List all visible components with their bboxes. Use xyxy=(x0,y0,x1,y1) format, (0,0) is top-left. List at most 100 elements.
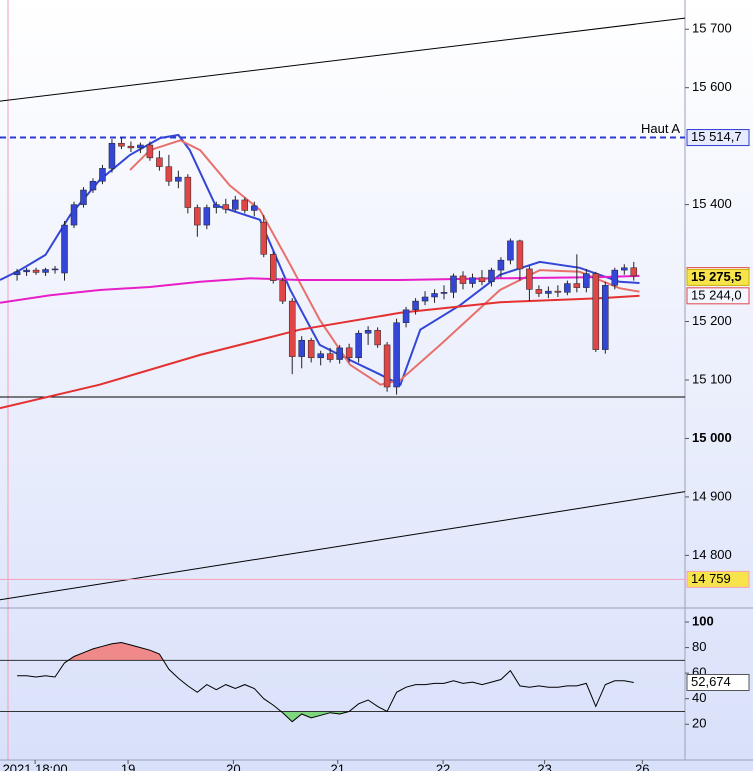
candle-body xyxy=(307,339,315,359)
candle-body xyxy=(251,205,258,211)
candle-body xyxy=(70,204,78,226)
trendline xyxy=(0,17,686,102)
candle-body xyxy=(393,322,400,388)
trendline xyxy=(0,491,686,601)
candle-body xyxy=(355,332,362,359)
level-label-box xyxy=(686,570,750,588)
candle-body xyxy=(545,290,552,294)
y-tick-label: 20 xyxy=(692,716,706,731)
candle-body xyxy=(232,199,239,210)
candle-body xyxy=(374,330,381,346)
candle-body xyxy=(23,269,30,273)
level-text: Haut A xyxy=(641,121,680,136)
price-label: 52,674 xyxy=(691,674,731,689)
candle-body xyxy=(573,283,581,288)
candle-body xyxy=(326,353,334,360)
candle-body xyxy=(288,300,296,357)
candle-body xyxy=(412,300,419,311)
y-tick-label: 15 600 xyxy=(692,79,732,94)
overbought-fill xyxy=(68,642,164,661)
candle-body xyxy=(611,269,619,286)
y-tick-label: 15 100 xyxy=(692,371,732,386)
candle-body xyxy=(602,285,609,350)
candle-body xyxy=(421,296,429,302)
candle-body xyxy=(583,273,590,288)
level-label-box xyxy=(686,129,750,147)
candle-body xyxy=(51,268,59,271)
candle-body xyxy=(630,267,638,277)
candle-body xyxy=(222,204,230,210)
candle-body xyxy=(431,293,438,298)
candle-body xyxy=(194,207,201,226)
candle-body xyxy=(488,269,495,283)
candle-body xyxy=(516,240,524,270)
candle-body xyxy=(469,277,476,284)
candle-body xyxy=(99,168,106,182)
price-label-box xyxy=(686,287,750,305)
candle-body xyxy=(478,277,486,283)
candle-body xyxy=(203,207,211,226)
candle-body xyxy=(146,144,154,159)
y-tick-label: 100 xyxy=(692,613,714,628)
candle-body xyxy=(364,330,372,334)
y-tick-label: 14 800 xyxy=(692,547,732,562)
candle-body xyxy=(175,176,182,182)
candle-body xyxy=(402,309,410,323)
moving-average xyxy=(0,294,640,410)
candle-body xyxy=(440,292,448,294)
candle-body xyxy=(127,145,135,149)
candle-body xyxy=(184,176,192,208)
moving-average xyxy=(129,139,640,386)
price-label: 15 244,0 xyxy=(691,287,742,302)
x-tick-label: 26 xyxy=(635,761,649,771)
x-tick-label: 23 xyxy=(537,761,551,771)
x-tick-label: 22 xyxy=(436,761,450,771)
y-tick-label: 15 000 xyxy=(692,430,732,445)
candle-body xyxy=(317,353,324,359)
moving-average xyxy=(0,274,640,304)
candle-body xyxy=(592,273,600,350)
candle-body xyxy=(165,166,173,182)
x-tick-label: 21 xyxy=(331,761,345,771)
price-label-box xyxy=(686,674,750,692)
candle-body xyxy=(345,347,353,359)
y-tick-label: 15 400 xyxy=(692,196,732,211)
candle-body xyxy=(80,189,87,205)
y-tick-label: 15 700 xyxy=(692,21,732,36)
price-label: 15 275,5 xyxy=(691,269,742,284)
candle-body xyxy=(241,199,249,211)
candle-body xyxy=(459,275,467,284)
oversold-fill xyxy=(281,711,388,722)
candle-body xyxy=(156,157,163,167)
candle-body xyxy=(497,259,505,271)
y-tick-label: 14 900 xyxy=(692,488,732,503)
candle-body xyxy=(89,180,97,191)
candle-body xyxy=(383,344,391,388)
x-tick-label: 19 xyxy=(121,761,135,771)
candle-body xyxy=(450,275,457,293)
candle-body xyxy=(260,221,268,255)
candle-body xyxy=(621,267,628,271)
moving-average xyxy=(0,133,640,387)
candle-body xyxy=(32,269,40,273)
y-tick-label: 80 xyxy=(692,639,706,654)
candle-body xyxy=(13,271,21,276)
price-label-box xyxy=(686,268,750,286)
y-tick-label: 15 200 xyxy=(692,313,732,328)
y-tick-label: 40 xyxy=(692,690,706,705)
candle-body xyxy=(298,339,305,357)
candle-body xyxy=(554,290,562,293)
candle-body xyxy=(279,280,286,302)
candle-body xyxy=(507,240,514,261)
candle-body xyxy=(526,268,533,290)
candle-body xyxy=(336,347,343,360)
candle-body xyxy=(118,142,125,147)
candle-body xyxy=(108,142,116,169)
candle-body xyxy=(213,204,220,208)
rsi-line xyxy=(17,641,634,723)
candle-body xyxy=(564,283,571,293)
level-label: 14 759 xyxy=(691,571,731,586)
